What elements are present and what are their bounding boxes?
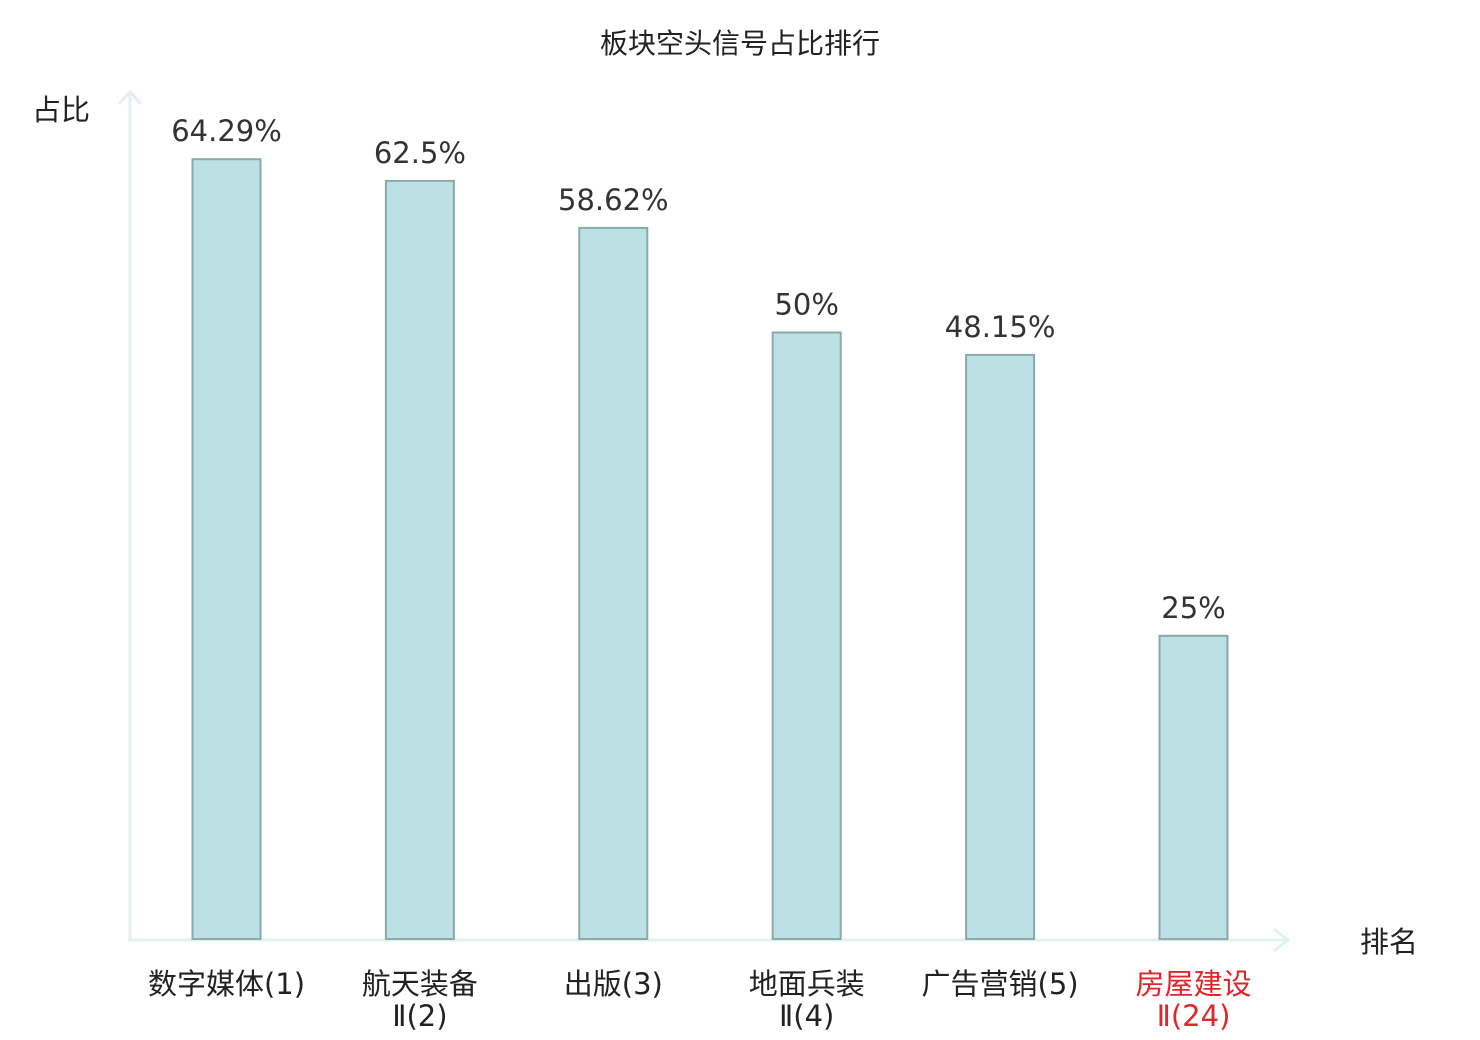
bar-3 xyxy=(578,226,649,940)
x-axis-arrow xyxy=(1273,927,1291,953)
value-labels-group: 64.29% 62.5% 58.62% 50% 48.15% 25% xyxy=(171,114,1226,625)
category-label-2: 航天装备 xyxy=(362,967,478,1001)
axes xyxy=(117,89,1291,953)
bar-6 xyxy=(1158,634,1229,941)
category-label-3: 出版(3) xyxy=(564,967,663,1001)
bars-group xyxy=(191,158,1229,941)
category-label-4-line2: Ⅱ(4) xyxy=(779,999,834,1033)
category-label-6-line2: Ⅱ(24) xyxy=(1157,999,1231,1033)
category-label-6: 房屋建设 xyxy=(1135,967,1251,1001)
y-axis-arrow xyxy=(117,89,143,106)
category-label-4: 地面兵装 xyxy=(749,967,865,1001)
category-label-2-line2: Ⅱ(2) xyxy=(392,999,447,1033)
category-label-1: 数字媒体(1) xyxy=(148,967,305,1001)
bar-5 xyxy=(965,353,1036,940)
chart-title: 板块空头信号占比排行 xyxy=(600,27,880,60)
bar-4 xyxy=(771,331,842,940)
bar-2 xyxy=(384,179,455,940)
value-label-3: 58.62% xyxy=(558,183,669,217)
y-axis-label: 占比 xyxy=(32,93,90,127)
value-label-4: 50% xyxy=(774,288,838,322)
value-label-6: 25% xyxy=(1161,591,1225,625)
value-label-2: 62.5% xyxy=(374,136,466,170)
category-label-5: 广告营销(5) xyxy=(922,967,1079,1001)
value-label-1: 64.29% xyxy=(171,114,282,148)
bar-1 xyxy=(191,158,262,940)
value-label-5: 48.15% xyxy=(945,310,1056,344)
x-axis-label: 排名 xyxy=(1360,925,1418,959)
